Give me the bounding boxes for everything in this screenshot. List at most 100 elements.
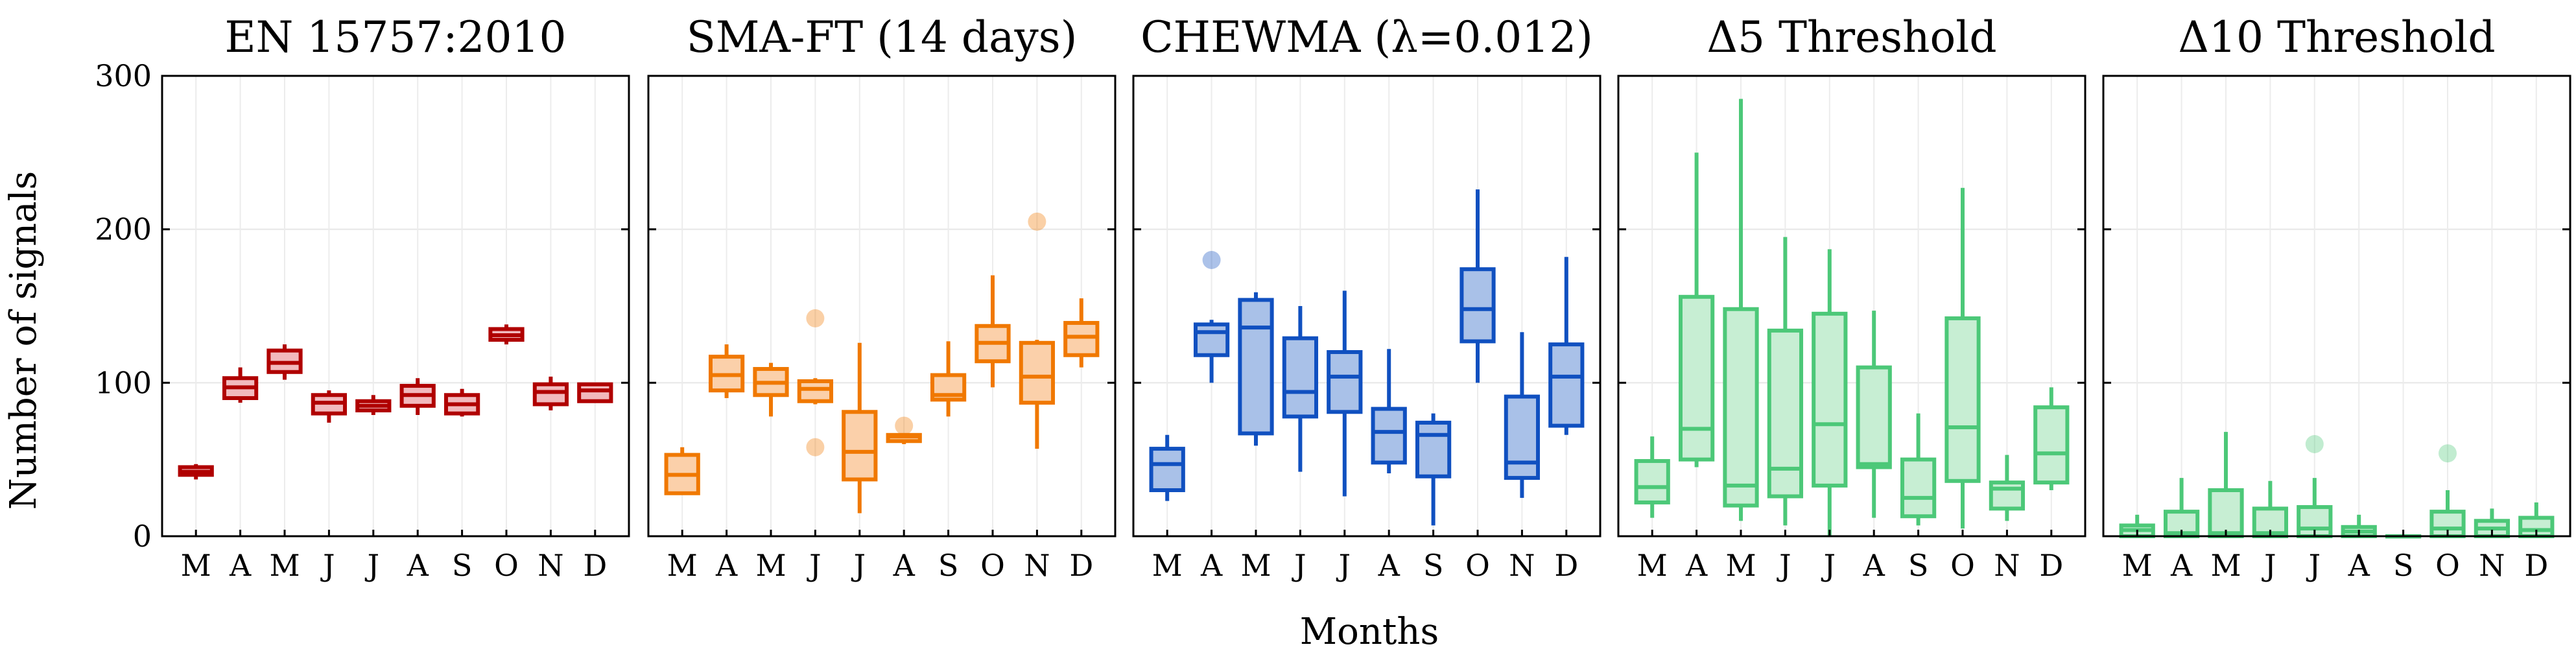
outlier-point [2439, 444, 2457, 463]
box [1634, 459, 1670, 504]
x-tick-label: O [1465, 548, 1490, 583]
x-tick-label: A [407, 548, 429, 583]
box [1723, 307, 1759, 508]
box [1019, 340, 1056, 405]
x-tick-label: M [1152, 548, 1183, 583]
panel-frame [647, 75, 1117, 538]
panel-title: Δ10 Threshold [2178, 12, 2495, 62]
x-tick-label: A [715, 548, 738, 583]
x-tick-label: S [1423, 548, 1444, 583]
x-tick-label: N [1994, 548, 2020, 583]
box [1989, 480, 2026, 511]
x-axis-label: Months [1300, 611, 1439, 653]
outlier-point [2305, 435, 2324, 453]
outlier-point [806, 438, 825, 456]
x-tick-label: N [2479, 548, 2505, 583]
box [1282, 336, 1319, 419]
box [1944, 316, 1981, 483]
box [2208, 488, 2244, 538]
panel-title: Δ5 Threshold [1707, 12, 1996, 62]
box [1678, 294, 1715, 462]
y-tick-label: 100 [95, 365, 152, 400]
box [1238, 298, 1274, 436]
x-tick-label: A [893, 548, 916, 583]
panel-frame [1617, 75, 2086, 538]
box [1856, 365, 1892, 469]
box [2518, 515, 2555, 538]
outlier-point [1202, 251, 1221, 269]
x-tick-label: J [851, 548, 866, 583]
box [797, 379, 834, 403]
y-tick-label: 0 [133, 519, 152, 554]
x-tick-label: O [980, 548, 1005, 583]
x-tick-label: D [2039, 548, 2063, 583]
x-tick-label: D [1554, 548, 1578, 583]
x-tick-label: M [1637, 548, 1668, 583]
box [1548, 342, 1585, 428]
box [1193, 322, 1230, 357]
x-tick-label: A [1200, 548, 1223, 583]
x-tick-label: O [1950, 548, 1975, 583]
x-tick-label: J [320, 548, 335, 583]
outlier-point [806, 309, 825, 327]
x-tick-label: D [1069, 548, 1093, 583]
box [1900, 457, 1937, 519]
x-tick-label: D [583, 548, 607, 583]
x-tick-label: M [2122, 548, 2153, 583]
x-tick-label: A [2348, 548, 2370, 583]
x-tick-label: A [2170, 548, 2193, 583]
box [842, 410, 878, 482]
box [1371, 407, 1407, 465]
x-tick-label: S [452, 548, 473, 583]
box [1149, 447, 1185, 492]
panel-frame [161, 75, 630, 538]
x-tick-label: O [2435, 548, 2460, 583]
x-tick-label: J [2262, 548, 2276, 583]
x-tick-label: O [494, 548, 519, 583]
box [1767, 328, 1804, 499]
y-tick-label: 200 [95, 212, 152, 247]
x-tick-label: S [938, 548, 959, 583]
box [2429, 510, 2466, 539]
x-tick-label: D [2524, 548, 2548, 583]
y-axis-ticks: 0 100 200 300 [95, 58, 152, 554]
panel-4: M A M J J A S O N DΔ5 Threshold [1617, 12, 2086, 583]
x-tick-label: N [1509, 548, 1535, 583]
x-tick-label: J [1336, 548, 1351, 583]
panel-frame [2102, 75, 2571, 538]
x-tick-label: J [365, 548, 379, 583]
x-tick-label: J [2306, 548, 2321, 583]
panel-1: M A M J J A S O N DEN 15757:2010 [161, 12, 630, 583]
y-axis-label: Number of signals [3, 171, 45, 510]
panel-title: EN 15757:2010 [224, 12, 566, 62]
x-tick-label: A [1863, 548, 1885, 583]
box [577, 382, 613, 403]
x-tick-label: N [1024, 548, 1050, 583]
x-tick-label: M [755, 548, 786, 583]
x-tick-label: A [229, 548, 252, 583]
panel-title: SMA-FT (14 days) [687, 12, 1078, 62]
x-tick-label: M [181, 548, 211, 583]
x-tick-label: N [538, 548, 563, 583]
x-tick-label: J [1821, 548, 1836, 583]
panel-title: CHEWMA (λ=0.012) [1140, 12, 1593, 62]
x-tick-label: A [1685, 548, 1708, 583]
box [532, 382, 569, 407]
x-tick-label: M [269, 548, 300, 583]
x-tick-label: M [1240, 548, 1271, 583]
box [1459, 267, 1496, 344]
y-tick-label: 300 [95, 58, 152, 93]
outlier-point [895, 416, 914, 435]
x-tick-label: J [807, 548, 821, 583]
box [1504, 394, 1541, 480]
box [1063, 321, 1100, 357]
box [2033, 405, 2070, 485]
x-tick-label: J [1777, 548, 1791, 583]
panel-frame [1132, 75, 1601, 538]
x-tick-label: M [1725, 548, 1756, 583]
x-tick-label: S [2393, 548, 2414, 583]
